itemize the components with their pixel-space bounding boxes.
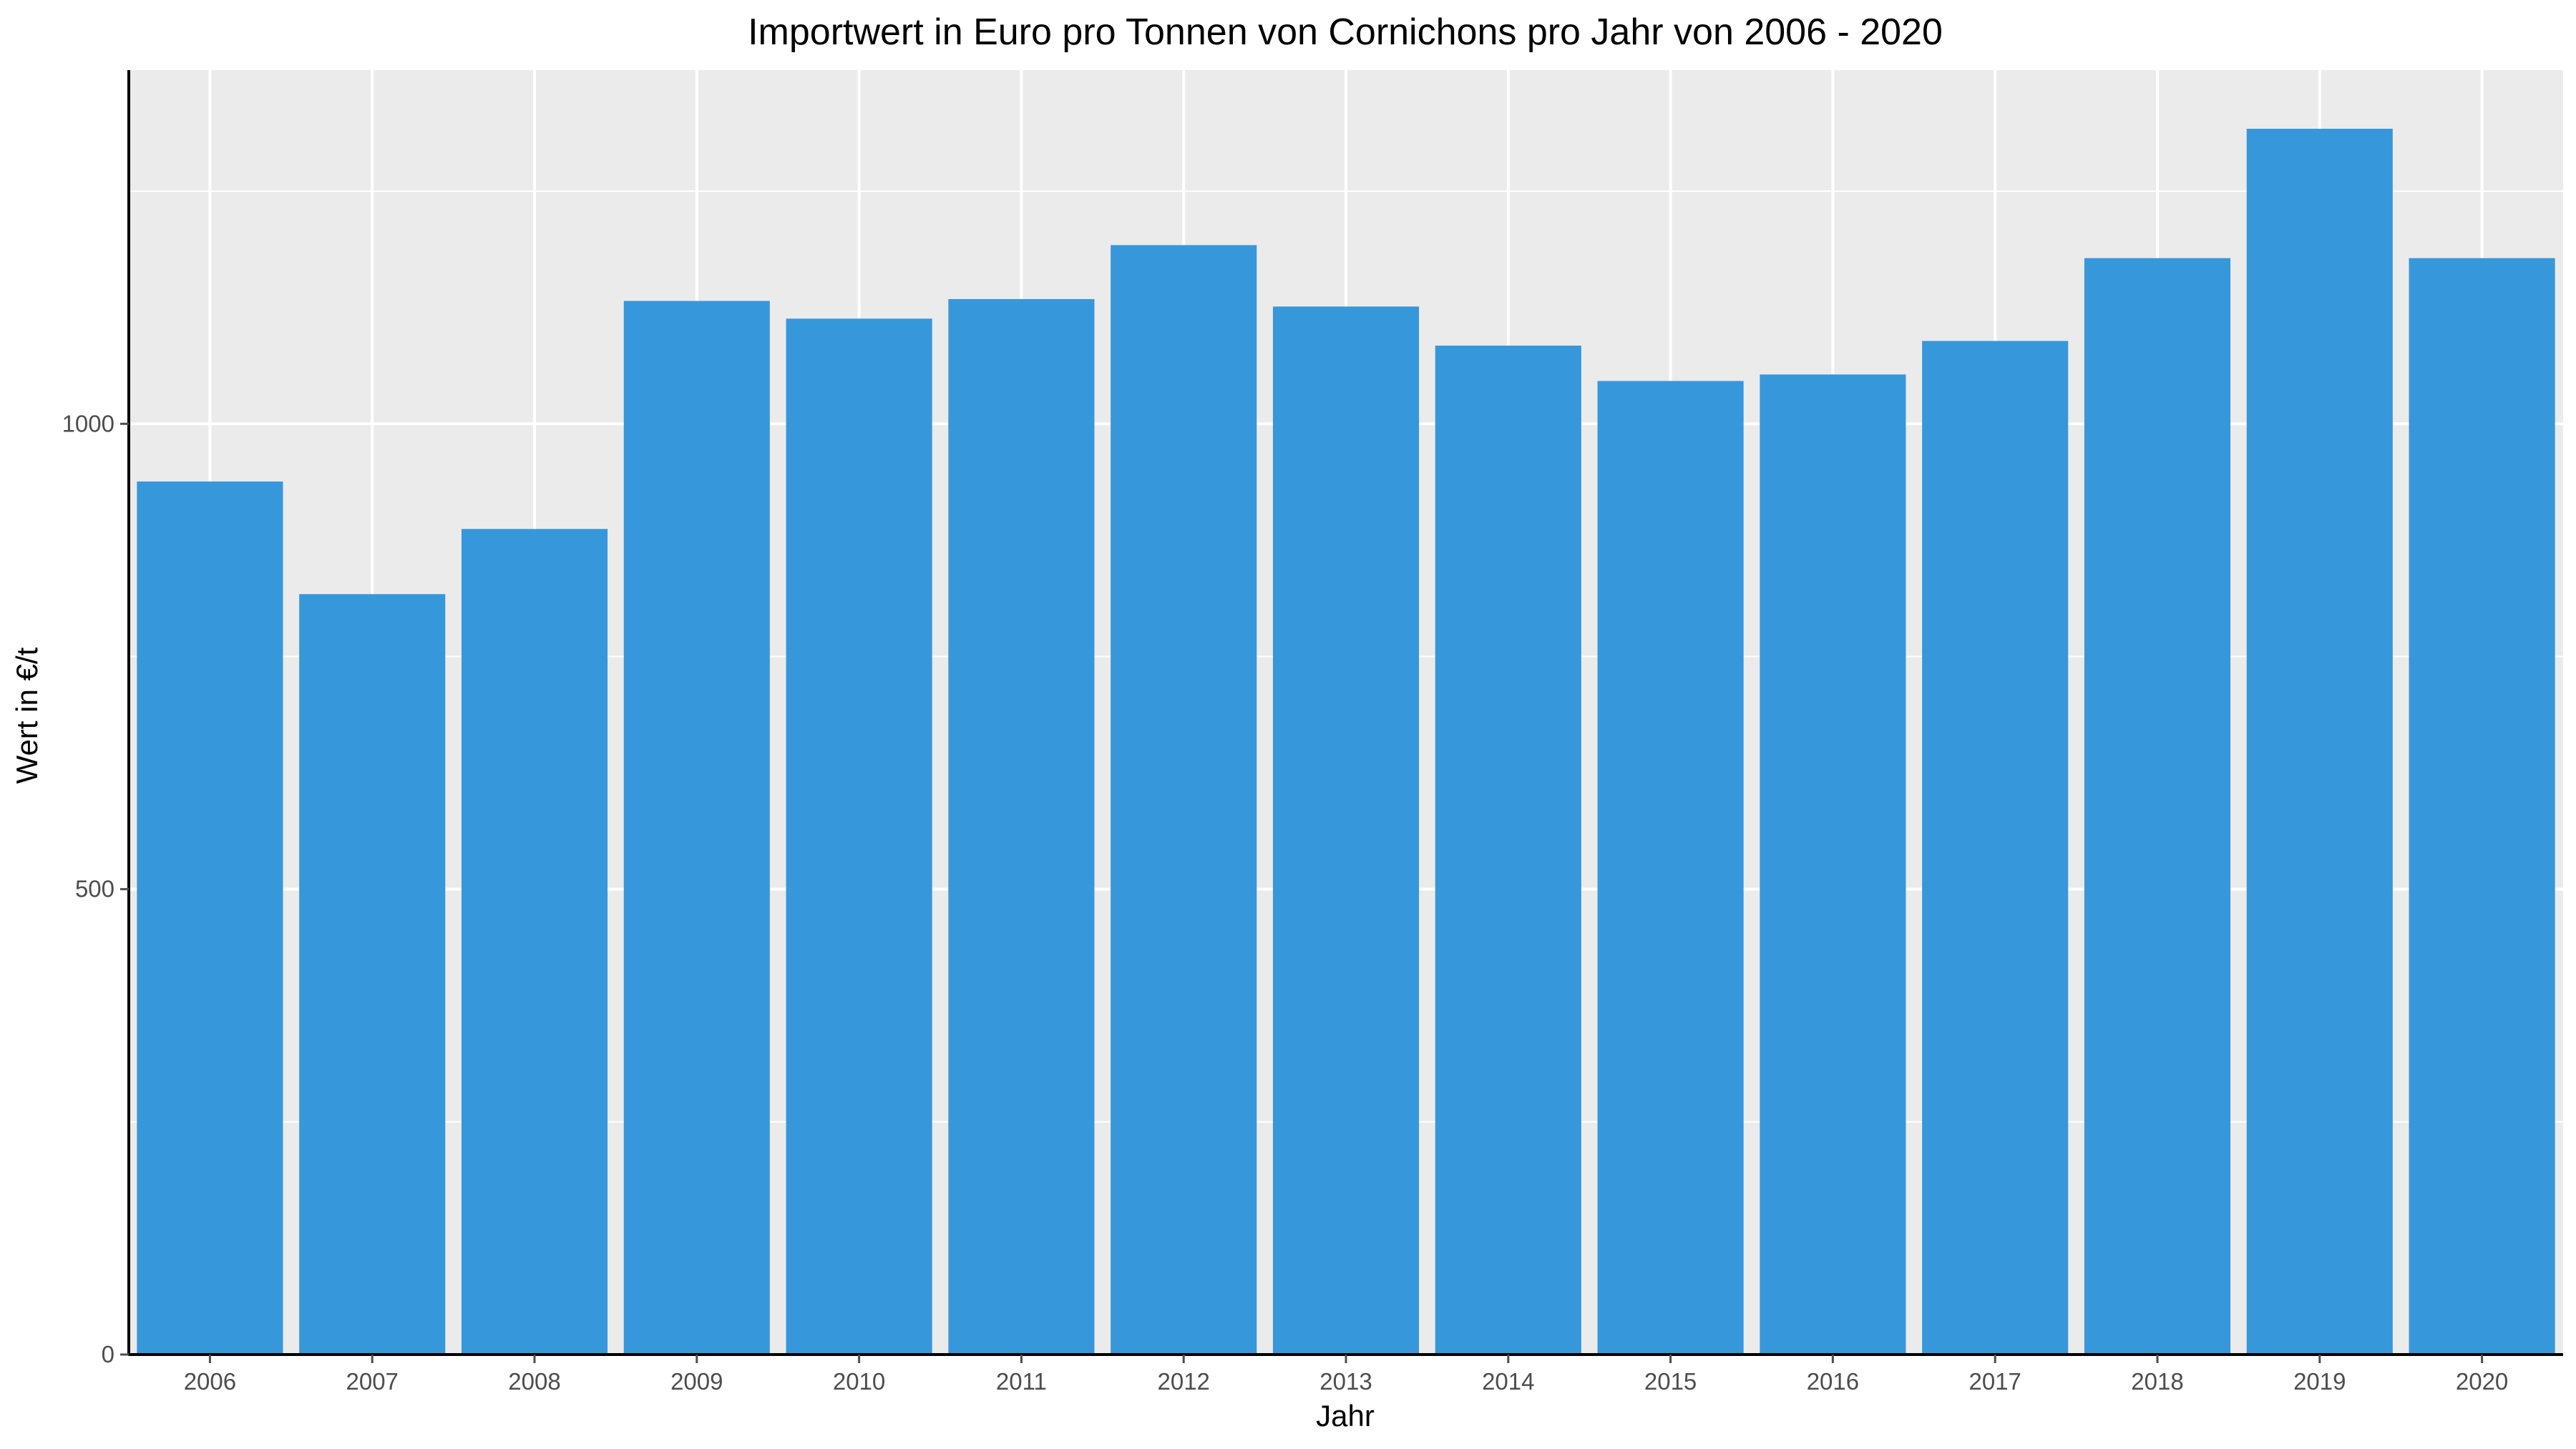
- bar-2008: [461, 529, 608, 1355]
- y-tick-label: 1000: [62, 410, 114, 436]
- y-tick-label: 500: [75, 876, 114, 902]
- x-tick-label: 2019: [2293, 1368, 2346, 1395]
- bar-2017: [1922, 341, 2069, 1355]
- x-tick-label: 2014: [1482, 1368, 1534, 1395]
- x-tick-label: 2010: [833, 1368, 885, 1395]
- bar-2010: [786, 318, 932, 1355]
- x-tick-label: 2011: [996, 1368, 1047, 1395]
- bar-2013: [1272, 306, 1420, 1355]
- bar-2012: [1111, 245, 1257, 1355]
- bar-2011: [948, 298, 1095, 1355]
- x-tick-label: 2008: [508, 1368, 560, 1395]
- bar-2006: [137, 481, 283, 1355]
- axes: [120, 70, 2563, 1363]
- bar-2019: [2246, 128, 2393, 1355]
- x-tick-label: 2018: [2131, 1368, 2183, 1395]
- bar-2014: [1435, 346, 1581, 1355]
- x-tick-label: 2013: [1319, 1368, 1372, 1395]
- bar-2016: [1760, 374, 1906, 1355]
- x-tick-labels: 2006 2007 2008 2009 2010 2011 2012 2013 2014 2015…: [184, 1368, 2509, 1395]
- bar-2007: [299, 594, 446, 1355]
- x-tick-label: 2006: [184, 1368, 236, 1395]
- x-tick-label: 2020: [2456, 1368, 2508, 1395]
- x-tick-label: 2017: [1968, 1368, 2021, 1395]
- y-axis-label: Wert in €/t: [10, 647, 44, 784]
- x-tick-label: 2007: [346, 1368, 398, 1395]
- y-tick-label: 0: [102, 1341, 114, 1367]
- bar-2018: [2084, 258, 2231, 1355]
- x-tick-label: 2009: [670, 1368, 723, 1395]
- bar-2015: [1597, 381, 1744, 1355]
- bar-2009: [623, 301, 770, 1355]
- x-tick-label: 2012: [1157, 1368, 1209, 1395]
- x-tick-label: 2015: [1644, 1368, 1697, 1395]
- chart-title: Importwert in Euro pro Tonnen von Cornic…: [748, 11, 1943, 53]
- bars: [137, 128, 2555, 1355]
- y-tick-labels: 0 500 1000: [62, 410, 114, 1367]
- x-axis-label: Jahr: [1316, 1399, 1375, 1433]
- x-tick-label: 2016: [1807, 1368, 1859, 1395]
- bar-2020: [2409, 258, 2555, 1355]
